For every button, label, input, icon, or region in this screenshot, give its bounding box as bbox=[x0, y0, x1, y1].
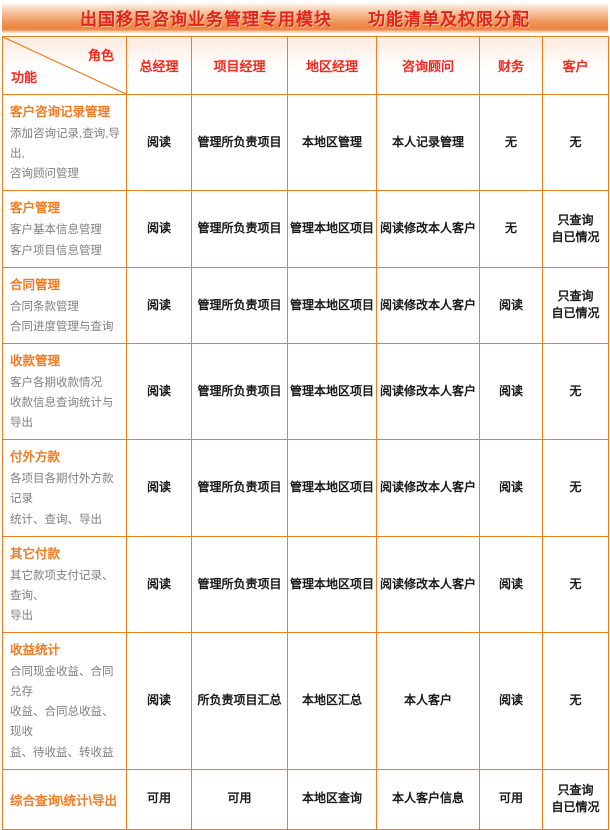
table-row: 客户管理 客户基本信息管理 客户项目信息管理 阅读 管理所负责项目 管理本地区项… bbox=[2, 190, 609, 268]
function-cell: 收益统计 合同现金收益、合同兑存 收益、合同总收益、现收 益、待收益、转收益 bbox=[2, 632, 127, 770]
permission-cell: 阅读 bbox=[479, 439, 543, 537]
permission-cell: 管理所负责项目 bbox=[191, 266, 288, 344]
table-row: 综合查询\统计\导出 可用 可用 本地区查询 本人客户信息 可用 只查询 自已情… bbox=[2, 768, 609, 830]
table-row: 付外方款 各项目各期付外方款记录 统计、查询、导出 阅读 管理所负责项目 管理本… bbox=[2, 439, 609, 537]
table-row: 其它付款 其它款项支付记录、查询、 导出 阅读 管理所负责项目 管理本地区项目 … bbox=[2, 535, 609, 634]
permission-cell: 无 bbox=[479, 190, 543, 268]
permissions-table: 角色 功能 总经理 项目经理 地区经理 咨询顾问 财务 客户 客户咨询记录管理 … bbox=[2, 36, 609, 830]
row-title: 收益统计 bbox=[10, 643, 61, 657]
row-title: 其它付款 bbox=[10, 546, 61, 561]
diagonal-line bbox=[3, 37, 126, 94]
column-header-finance: 财务 bbox=[479, 36, 543, 95]
permission-cell: 无 bbox=[542, 93, 609, 192]
permission-cell: 无 bbox=[542, 535, 609, 634]
permission-cell: 阅读 bbox=[479, 266, 543, 344]
row-title: 合同管理 bbox=[10, 277, 61, 292]
permission-cell: 阅读 bbox=[126, 439, 192, 537]
permission-cell: 阅读修改本人客户 bbox=[376, 342, 480, 441]
function-cell: 合同管理 合同条款管理 合同进度管理与查询 bbox=[2, 266, 127, 344]
permission-cell: 管理本地区项目 bbox=[287, 266, 377, 344]
permission-cell: 无 bbox=[479, 93, 543, 192]
table-row: 合同管理 合同条款管理 合同进度管理与查询 阅读 管理所负责项目 管理本地区项目… bbox=[2, 266, 609, 344]
function-cell: 综合查询\统计\导出 bbox=[2, 768, 127, 830]
row-desc: 客户各期收款情况 收款信息查询统计与导出 bbox=[10, 376, 114, 430]
permission-cell: 管理所负责项目 bbox=[191, 93, 288, 192]
permission-cell: 管理本地区项目 bbox=[287, 439, 377, 537]
function-cell: 客户管理 客户基本信息管理 客户项目信息管理 bbox=[2, 190, 127, 268]
column-header-region-manager: 地区经理 bbox=[287, 36, 377, 95]
permission-cell: 阅读 bbox=[479, 535, 543, 634]
permission-cell: 只查询 自已情况 bbox=[542, 768, 609, 830]
permission-cell: 可用 bbox=[479, 768, 543, 830]
permission-cell: 阅读修改本人客户 bbox=[376, 535, 480, 634]
permission-cell: 可用 bbox=[191, 768, 288, 830]
permission-cell: 阅读 bbox=[126, 190, 192, 268]
function-cell: 其它付款 其它款项支付记录、查询、 导出 bbox=[2, 535, 127, 634]
permission-cell: 阅读修改本人客户 bbox=[376, 439, 480, 537]
permission-cell: 管理所负责项目 bbox=[191, 439, 288, 537]
corner-cell: 角色 功能 bbox=[2, 36, 127, 95]
function-axis-label: 功能 bbox=[11, 70, 38, 85]
row-title: 客户咨询记录管理 bbox=[10, 105, 111, 119]
role-axis-label: 角色 bbox=[87, 48, 114, 63]
column-header-project-manager: 项目经理 bbox=[191, 36, 288, 95]
permission-cell: 本地区管理 bbox=[287, 93, 377, 192]
permission-cell: 可用 bbox=[126, 768, 192, 830]
permission-cell: 阅读修改本人客户 bbox=[376, 190, 480, 268]
column-header-customer: 客户 bbox=[542, 36, 609, 95]
permission-cell: 本人客户 bbox=[376, 632, 480, 770]
table-row: 客户咨询记录管理 添加咨询记录,查询,导出, 咨询顾问管理 阅读 管理所负责项目… bbox=[2, 93, 609, 192]
permission-cell: 阅读 bbox=[126, 266, 192, 344]
permission-cell: 阅读 bbox=[479, 342, 543, 441]
permission-cell: 只查询 自已情况 bbox=[542, 266, 609, 344]
permission-cell: 管理所负责项目 bbox=[191, 342, 288, 441]
row-desc: 其它款项支付记录、查询、 导出 bbox=[10, 569, 114, 622]
permission-cell: 本地区汇总 bbox=[287, 632, 377, 770]
permission-cell: 本地区查询 bbox=[287, 768, 377, 830]
permission-cell: 所负责项目汇总 bbox=[191, 632, 288, 770]
permission-cell: 阅读 bbox=[126, 342, 192, 441]
row-title: 收款管理 bbox=[10, 353, 61, 368]
page-title: 出国移民咨询业务管理专用模块 功能清单及权限分配 bbox=[80, 10, 530, 29]
permission-cell: 阅读 bbox=[479, 632, 543, 770]
column-header-consultant: 咨询顾问 bbox=[376, 36, 480, 95]
page-title-banner: 出国移民咨询业务管理专用模块 功能清单及权限分配 bbox=[2, 2, 608, 33]
function-cell: 付外方款 各项目各期付外方款记录 统计、查询、导出 bbox=[2, 439, 127, 537]
permission-cell: 阅读 bbox=[126, 93, 192, 192]
row-title: 客户管理 bbox=[10, 201, 61, 216]
permission-cell: 管理本地区项目 bbox=[287, 342, 377, 441]
row-title: 付外方款 bbox=[10, 450, 61, 465]
permission-cell: 无 bbox=[542, 342, 609, 441]
permission-cell: 管理本地区项目 bbox=[287, 535, 377, 634]
permission-cell: 无 bbox=[542, 632, 609, 770]
table-row: 收益统计 合同现金收益、合同兑存 收益、合同总收益、现收 益、待收益、转收益 阅… bbox=[2, 632, 609, 770]
function-cell: 收款管理 客户各期收款情况 收款信息查询统计与导出 bbox=[2, 342, 127, 441]
row-desc: 合同条款管理 合同进度管理与查询 bbox=[10, 300, 114, 333]
header-row: 角色 功能 总经理 项目经理 地区经理 咨询顾问 财务 客户 bbox=[2, 36, 609, 95]
row-desc: 添加咨询记录,查询,导出, 咨询顾问管理 bbox=[10, 128, 120, 181]
permission-cell: 管理所负责项目 bbox=[191, 535, 288, 634]
permission-cell: 无 bbox=[542, 439, 609, 537]
permission-cell: 阅读修改本人客户 bbox=[376, 266, 480, 344]
column-header-general-manager: 总经理 bbox=[126, 36, 192, 95]
permission-cell: 阅读 bbox=[126, 535, 192, 634]
row-title: 综合查询\统计\导出 bbox=[10, 793, 117, 808]
permission-cell: 管理本地区项目 bbox=[287, 190, 377, 268]
permission-cell: 阅读 bbox=[126, 632, 192, 770]
row-desc: 各项目各期付外方款记录 统计、查询、导出 bbox=[10, 473, 114, 526]
function-cell: 客户咨询记录管理 添加咨询记录,查询,导出, 咨询顾问管理 bbox=[2, 93, 127, 192]
permission-cell: 管理所负责项目 bbox=[191, 190, 288, 268]
row-desc: 合同现金收益、合同兑存 收益、合同总收益、现收 益、待收益、转收益 bbox=[10, 666, 114, 759]
row-desc: 客户基本信息管理 客户项目信息管理 bbox=[10, 224, 102, 257]
permission-cell: 本人客户信息 bbox=[376, 768, 480, 830]
permission-cell: 本人记录管理 bbox=[376, 93, 480, 192]
permission-cell: 只查询 自已情况 bbox=[542, 190, 609, 268]
table-row: 收款管理 客户各期收款情况 收款信息查询统计与导出 阅读 管理所负责项目 管理本… bbox=[2, 342, 609, 441]
